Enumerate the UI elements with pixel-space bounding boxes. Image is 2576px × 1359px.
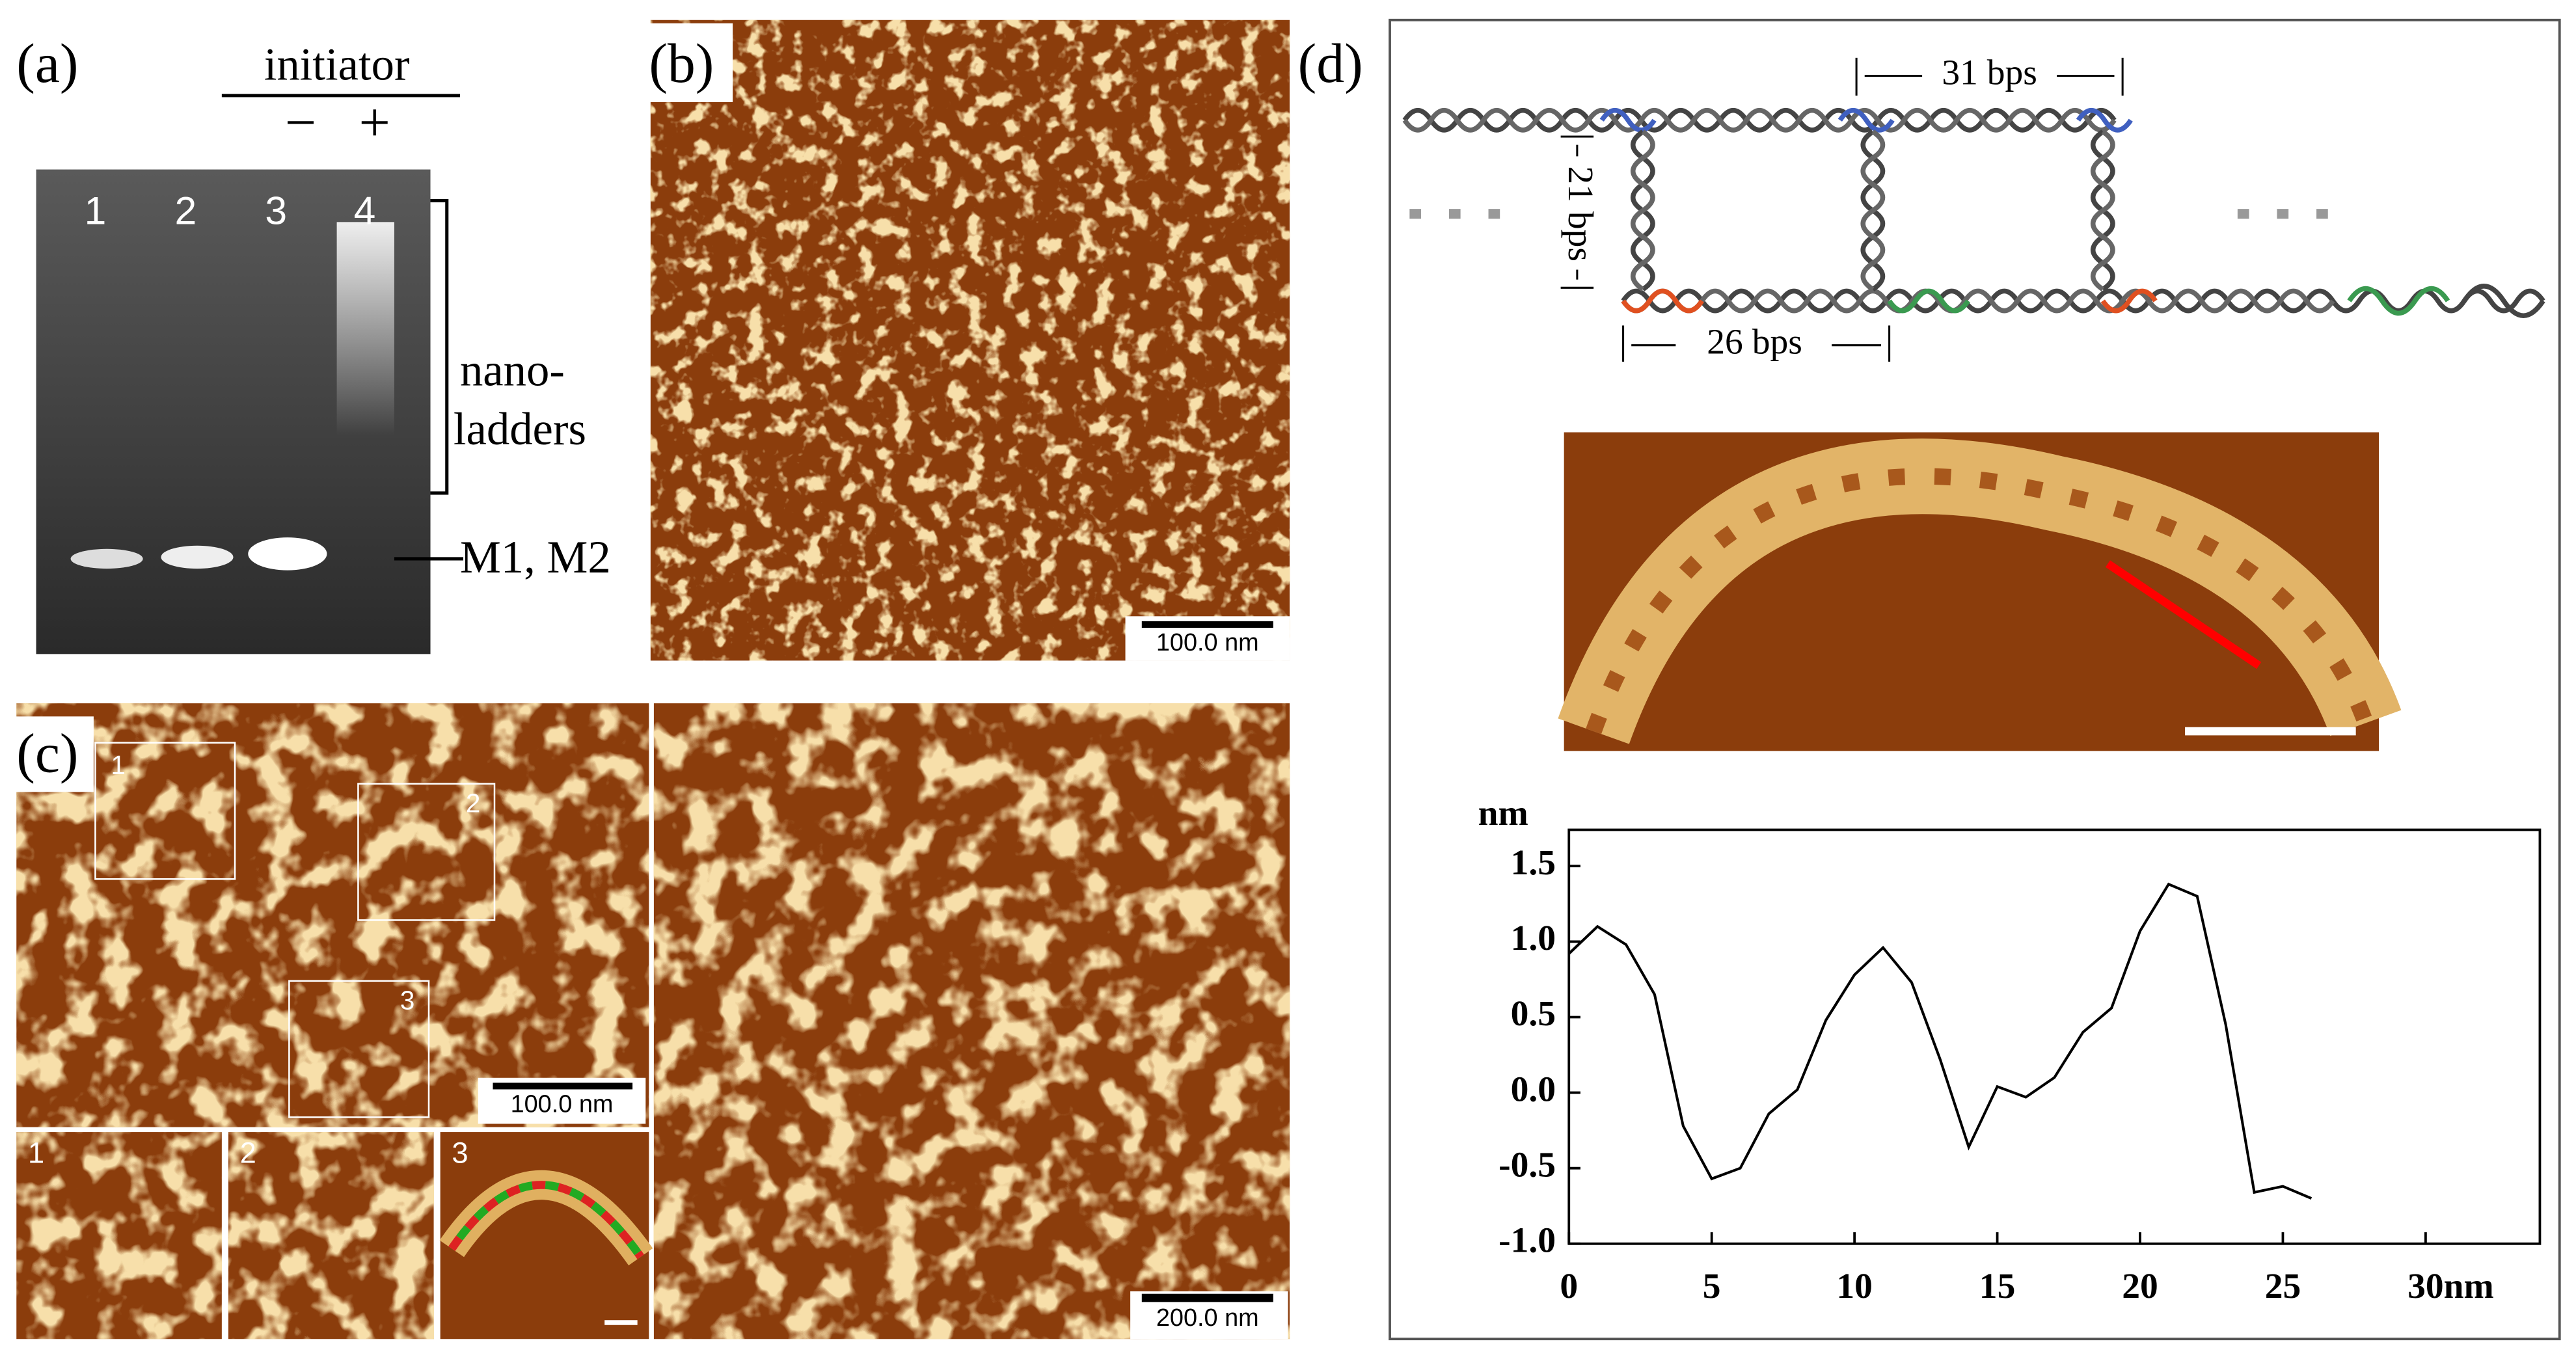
scale-label: 200.0 nm <box>1156 1304 1259 1332</box>
scale-label: 100.0 nm <box>511 1091 614 1118</box>
initiator-label: initiator <box>264 40 410 90</box>
panel-label: (a) <box>16 33 78 94</box>
bracket <box>430 198 449 495</box>
x-tick-label: 30 <box>2407 1267 2444 1306</box>
y-tick-label: 1.0 <box>1511 919 1556 958</box>
plot: 1.5 1.0 0.5 0.0 -0.5 -1.00 5 10 15 20 25 30 nm <box>1498 843 2494 1306</box>
inset-label: 2 <box>240 1136 256 1169</box>
bracket-label: ladders <box>454 404 586 455</box>
x-tick-label: 25 <box>2265 1267 2301 1306</box>
scale-label: 100.0 nm <box>1156 629 1259 656</box>
x-tick-label: 5 <box>1703 1267 1721 1306</box>
panel-frame <box>1389 18 2561 1341</box>
overlay <box>448 1181 644 1259</box>
inset-label: 1 <box>28 1136 44 1169</box>
x-tick-label: 0 <box>1560 1267 1578 1306</box>
lane: 3 <box>265 189 287 233</box>
panel-label: (d) <box>1298 33 1363 94</box>
x-axis-label: nm <box>2444 1267 2494 1306</box>
roi-box <box>94 742 236 880</box>
span-label: 31 bps <box>1942 53 2037 92</box>
panel-label: (b) <box>649 33 714 94</box>
band <box>161 545 234 569</box>
afm-texture <box>16 703 649 1127</box>
afm-texture <box>16 1132 222 1339</box>
profile-curve <box>1567 882 2312 1200</box>
y-tick-label: -0.5 <box>1498 1145 1556 1185</box>
band <box>70 548 143 569</box>
y-tick-label: -1.0 <box>1498 1221 1556 1261</box>
roi-box <box>357 783 496 921</box>
inset-label: 3 <box>452 1136 468 1169</box>
roi-label: 1 <box>111 750 126 780</box>
y-tick-label: 0.0 <box>1511 1070 1556 1109</box>
x-tick-label: 15 <box>1979 1267 2016 1306</box>
afm-texture <box>650 20 1290 661</box>
band-label: M1, M2 <box>460 532 611 583</box>
span-label: 21 bps <box>1560 166 1600 262</box>
panel-label: (c) <box>16 723 78 785</box>
smear <box>336 222 394 436</box>
plot-frame <box>1567 828 2542 1245</box>
y-axis-label: nm <box>1478 794 1528 833</box>
roi-label: 2 <box>466 788 480 818</box>
roi-label: 3 <box>400 985 414 1015</box>
ellipsis <box>1409 209 2328 219</box>
dimension-lines <box>1560 57 2124 362</box>
plus: + <box>359 92 390 154</box>
y-tick-label: 1.5 <box>1511 843 1556 883</box>
span-label: 26 bps <box>1707 322 1802 362</box>
roi-box <box>288 980 430 1118</box>
lane: 2 <box>174 189 197 233</box>
lane: 1 <box>85 189 107 233</box>
x-tick-label: 10 <box>1836 1267 1873 1306</box>
x-tick-label: 20 <box>2122 1267 2158 1306</box>
afm-texture <box>653 703 1290 1339</box>
minus: − <box>285 92 316 154</box>
overlay <box>448 1181 644 1259</box>
band <box>248 537 327 571</box>
lane: 4 <box>354 189 376 233</box>
label-bg <box>8 716 94 792</box>
ladder <box>1558 438 2402 744</box>
dna-schematic <box>1402 107 2545 318</box>
y-tick-label: 0.5 <box>1511 994 1556 1034</box>
label-bg <box>644 23 733 103</box>
bracket-label: nano- <box>460 345 565 396</box>
profile-line <box>2105 560 2262 669</box>
afm-texture <box>228 1132 434 1339</box>
